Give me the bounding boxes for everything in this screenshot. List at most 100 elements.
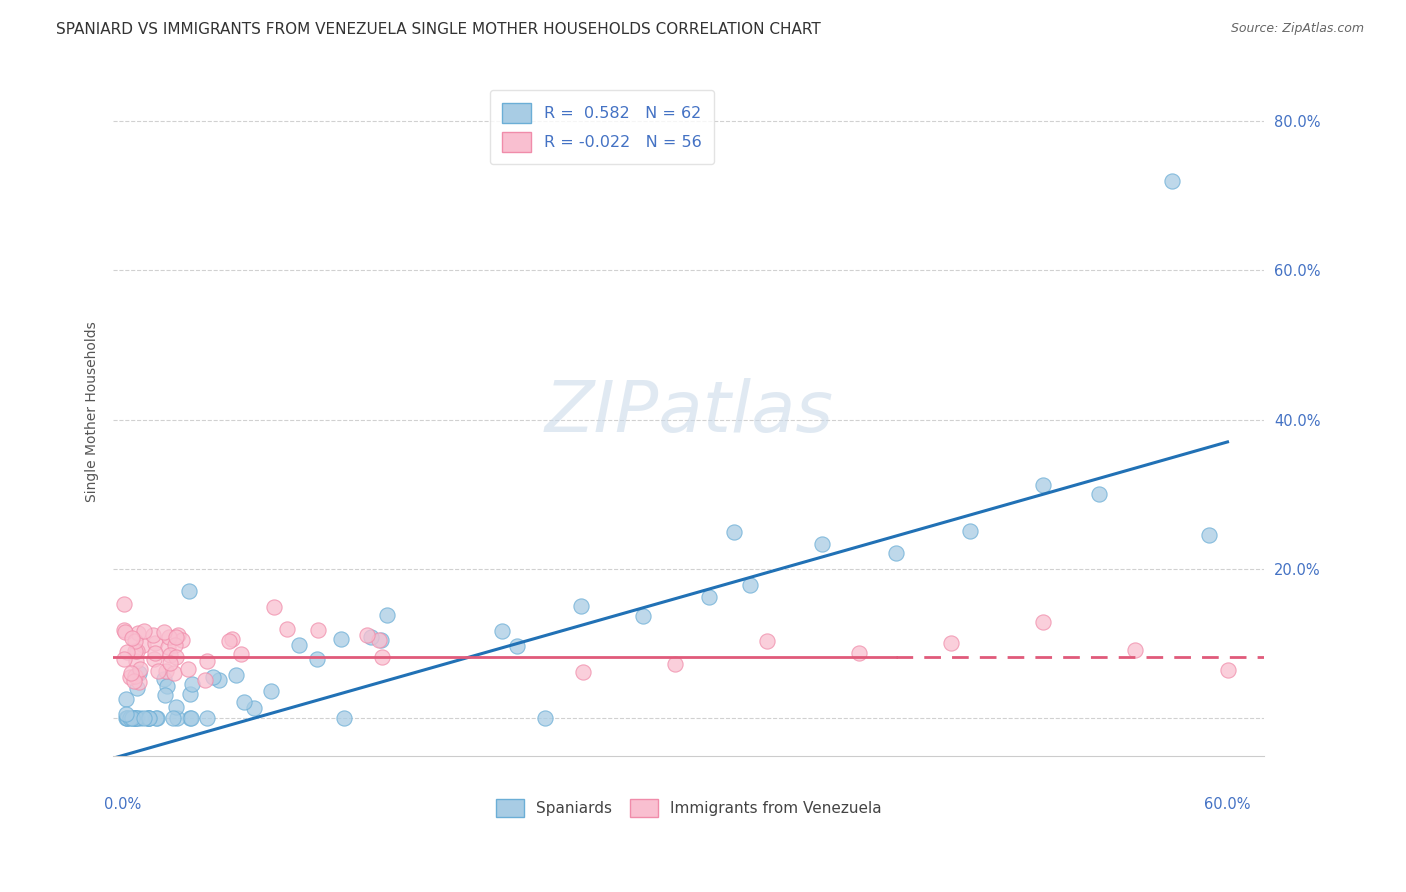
Point — [740, 578, 762, 592]
Point — [112, 652, 135, 666]
Point — [259, 684, 281, 698]
Point — [153, 672, 176, 686]
Point — [159, 648, 181, 663]
Point — [195, 711, 218, 725]
Point — [756, 634, 779, 648]
Point — [157, 640, 180, 654]
Point — [941, 636, 963, 650]
Point — [1087, 487, 1109, 501]
Point — [664, 657, 686, 672]
Point — [127, 625, 149, 640]
Point — [159, 656, 181, 670]
Point — [166, 711, 188, 725]
Point — [491, 624, 513, 639]
Point — [723, 524, 745, 539]
Point — [138, 711, 160, 725]
Point — [202, 670, 225, 684]
Point — [122, 711, 145, 725]
Point — [128, 674, 150, 689]
Text: 60.0%: 60.0% — [1205, 797, 1251, 812]
Point — [127, 643, 149, 657]
Point — [121, 632, 143, 646]
Point — [122, 673, 145, 688]
Point — [155, 664, 177, 678]
Point — [181, 677, 204, 691]
Point — [125, 654, 148, 668]
Point — [166, 630, 188, 644]
Point — [305, 652, 328, 666]
Point — [177, 662, 200, 676]
Point — [165, 700, 187, 714]
Point — [143, 651, 166, 665]
Point — [124, 644, 146, 658]
Point — [848, 646, 870, 660]
Point — [115, 691, 138, 706]
Point — [172, 633, 194, 648]
Point — [1198, 528, 1220, 542]
Point — [1125, 643, 1147, 657]
Point — [179, 711, 201, 725]
Point — [195, 654, 218, 668]
Point — [959, 524, 981, 538]
Point — [534, 711, 557, 725]
Point — [330, 632, 353, 647]
Point — [167, 628, 190, 642]
Point — [360, 630, 382, 644]
Point — [165, 650, 187, 665]
Point — [117, 711, 139, 725]
Point — [132, 638, 155, 652]
Point — [136, 711, 159, 725]
Point — [124, 634, 146, 648]
Point — [114, 625, 136, 640]
Point — [370, 633, 392, 648]
Point — [124, 669, 146, 683]
Point — [115, 711, 138, 725]
Point — [146, 711, 169, 725]
Y-axis label: Single Mother Households: Single Mother Households — [86, 322, 100, 502]
Point — [194, 673, 217, 688]
Point — [307, 623, 329, 637]
Point — [233, 695, 256, 709]
Point — [127, 711, 149, 725]
Point — [142, 628, 165, 642]
Point — [162, 711, 184, 725]
Point — [288, 639, 311, 653]
Point — [243, 701, 266, 715]
Point — [1161, 173, 1184, 187]
Point — [153, 688, 176, 702]
Point — [145, 646, 167, 660]
Point — [115, 645, 138, 659]
Point — [127, 681, 149, 696]
Point — [177, 583, 200, 598]
Point — [811, 537, 834, 551]
Point — [371, 650, 394, 665]
Point — [143, 636, 166, 650]
Point — [134, 711, 156, 725]
Point — [179, 687, 201, 701]
Point — [118, 711, 141, 725]
Point — [1032, 477, 1054, 491]
Legend: Spaniards, Immigrants from Venezuela: Spaniards, Immigrants from Venezuela — [489, 793, 887, 823]
Point — [631, 609, 654, 624]
Point — [115, 706, 138, 721]
Point — [225, 668, 247, 682]
Point — [229, 647, 252, 661]
Point — [572, 665, 595, 679]
Point — [136, 711, 159, 725]
Point — [125, 711, 148, 725]
Point — [163, 665, 186, 680]
Point — [128, 666, 150, 681]
Point — [180, 711, 202, 725]
Point — [276, 622, 298, 636]
Point — [697, 590, 720, 604]
Point — [118, 670, 141, 684]
Text: Source: ZipAtlas.com: Source: ZipAtlas.com — [1230, 22, 1364, 36]
Point — [129, 711, 152, 725]
Point — [120, 665, 142, 680]
Point — [138, 711, 160, 725]
Point — [157, 630, 180, 644]
Point — [569, 599, 592, 614]
Point — [132, 624, 155, 638]
Point — [152, 625, 174, 640]
Point — [121, 711, 143, 725]
